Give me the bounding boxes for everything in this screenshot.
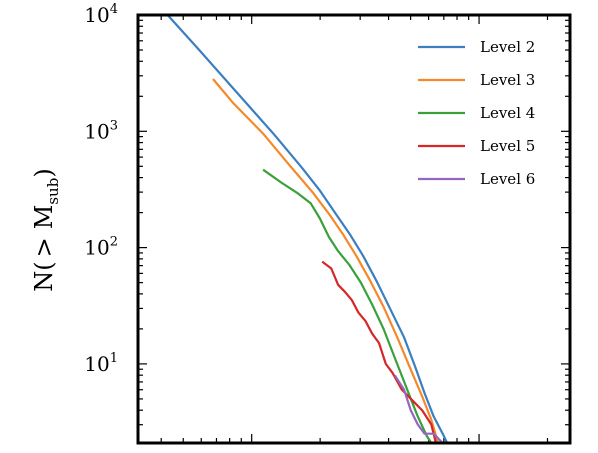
series-line-2: [166, 14, 449, 444]
y-axis-label-main: N(: [30, 261, 58, 291]
y-tick-exp: 2: [110, 235, 118, 250]
series-line-5: [321, 260, 437, 444]
svg-text:N(>Msub): N( > Msub): [30, 168, 62, 291]
y-axis-label-close: ): [30, 168, 58, 177]
y-tick-base: 10: [84, 119, 109, 143]
y-axis-label-m: M: [30, 205, 58, 230]
y-tick-exp: 4: [110, 2, 118, 17]
y-tick-base: 10: [84, 3, 109, 27]
y-axis-label-gt: >: [30, 237, 58, 257]
legend-label-6: Level 6: [480, 170, 535, 188]
series-line-4: [262, 168, 433, 444]
y-tick-exp: 1: [110, 351, 118, 366]
y-tick-label-2: 103: [84, 118, 118, 143]
y-tick-base: 10: [84, 236, 109, 260]
y-tick-base: 10: [84, 352, 109, 376]
series-line-6: [393, 374, 444, 444]
series-line-3: [212, 78, 440, 444]
series-lines: [166, 14, 449, 444]
y-tick-label-1: 102: [84, 235, 118, 260]
plot-frame: [136, 13, 572, 445]
legend: Level 2 Level 3 Level 4 Level 5 Level 6: [418, 38, 535, 188]
y-axis-label-sub: sub: [44, 178, 62, 205]
y-tick-label-3: 104: [84, 2, 118, 27]
legend-label-3: Level 3: [480, 71, 535, 89]
y-axis-label: N( > Msub): [30, 168, 62, 291]
legend-label-5: Level 5: [480, 137, 535, 155]
y-tick-exp: 3: [110, 118, 118, 133]
legend-label-2: Level 2: [480, 38, 535, 56]
legend-label-4: Level 4: [480, 104, 535, 122]
y-tick-label-0: 101: [84, 351, 118, 376]
